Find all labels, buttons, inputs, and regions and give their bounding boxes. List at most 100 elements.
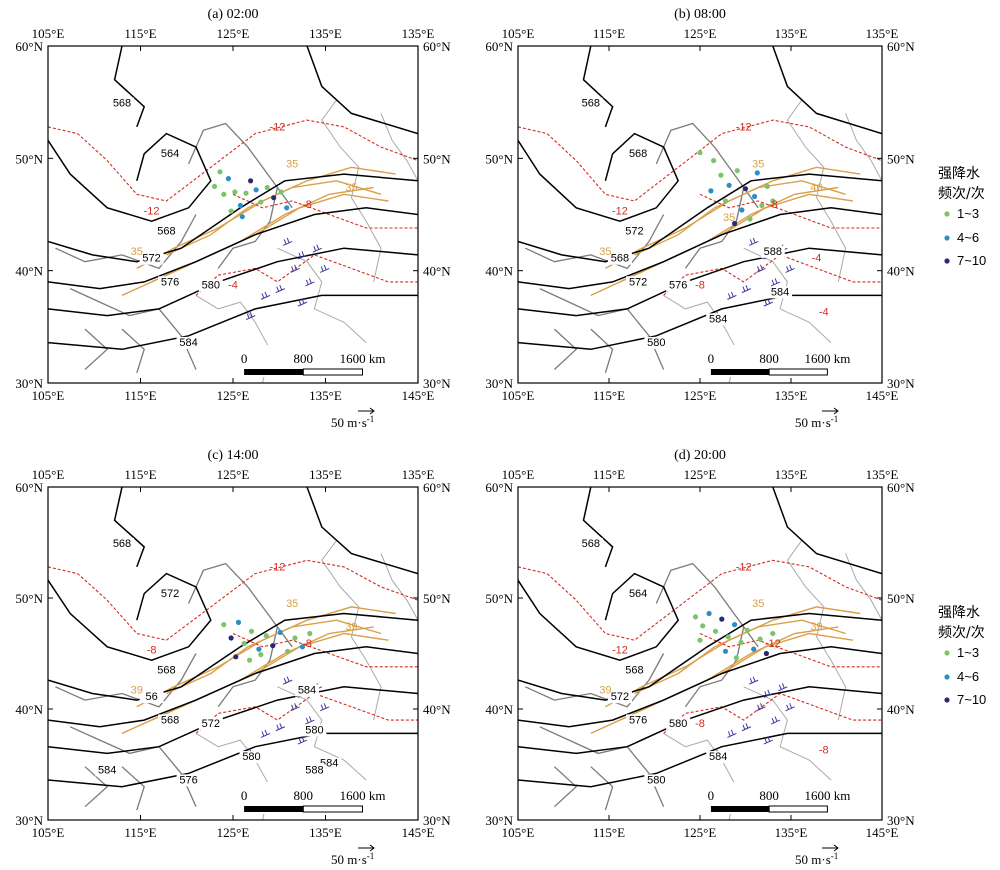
height-contour-label: 576	[179, 774, 197, 786]
lat-tick-left: 30°N	[15, 376, 43, 391]
precip-dot	[722, 648, 729, 654]
height-contour-label: 572	[202, 718, 220, 730]
precip-dot	[725, 634, 731, 640]
province-border	[590, 766, 614, 811]
wind-barb	[290, 703, 300, 712]
precip-dot	[232, 189, 238, 195]
lat-tick-right: 40°N	[887, 264, 915, 279]
legend-dot-1-3	[944, 211, 950, 217]
temperature-contour-label: -4	[812, 253, 822, 265]
scale-bar-black	[710, 806, 770, 812]
scale-label: 0	[241, 351, 248, 366]
precip-dot	[299, 644, 305, 650]
wind-reference-arrow	[358, 407, 375, 415]
lat-tick-right: 60°N	[423, 39, 451, 54]
temperature-contour-label: -12	[612, 206, 628, 218]
lon-tick-bottom: 135°E	[775, 825, 808, 840]
lon-tick-bottom: 135°E	[309, 825, 342, 840]
lon-tick-bottom: 105°E	[502, 825, 535, 840]
legend-title-line1: 强降水	[938, 166, 980, 182]
height-contour	[48, 207, 418, 290]
lon-tick-top: 105°E	[32, 26, 65, 41]
height-contour-label: 588	[764, 246, 782, 258]
precip-dot	[285, 648, 291, 654]
wind-barb	[763, 298, 774, 307]
temperature-contour-label: -12	[269, 121, 285, 133]
height-label-bg	[158, 714, 183, 727]
lon-tick-top: 115°E	[593, 26, 625, 41]
scale-bar-white	[768, 805, 828, 813]
legend-title-line2: 频次/次	[938, 186, 985, 202]
wind-barb	[741, 284, 752, 294]
precip-dot	[258, 652, 264, 658]
height-contour-label: 584	[179, 337, 197, 349]
height-label-bg	[644, 774, 669, 787]
province-border	[121, 766, 145, 811]
height-contour	[306, 46, 418, 135]
lat-tick-left: 30°N	[485, 813, 513, 828]
temperature-contour-label: -8	[147, 645, 157, 657]
scale-bar-white	[302, 805, 363, 813]
height-label-bg	[666, 717, 691, 730]
legend-title-line2: 频次/次	[938, 625, 985, 641]
height-contour	[772, 487, 882, 575]
height-label-bg	[239, 751, 264, 764]
province-border	[121, 328, 145, 374]
lon-tick-bottom: 105°E	[32, 825, 65, 840]
lon-tick-bottom: 125°E	[684, 825, 717, 840]
temperature-contour	[699, 193, 882, 229]
height-label-bg	[302, 724, 327, 737]
province-border	[590, 328, 614, 374]
precip-dot	[270, 643, 276, 649]
precip-dot	[248, 628, 255, 634]
wind-reference-arrow	[822, 844, 839, 852]
height-contour-label: 568	[629, 148, 647, 160]
lat-tick-left: 50°N	[485, 151, 513, 166]
precip-dot	[719, 616, 725, 622]
precip-dot	[284, 205, 290, 211]
height-contour	[48, 132, 212, 222]
scale-label: 0	[241, 788, 248, 803]
precip-dot	[726, 182, 732, 188]
legend-label-4-6: 4~6	[957, 669, 979, 684]
height-label-bg	[607, 691, 632, 704]
lon-tick-bottom: 145°E	[402, 825, 435, 840]
temperature-contour-label: -12	[736, 121, 752, 133]
wind-barb	[727, 729, 737, 738]
legend-dot-4-6	[944, 674, 950, 680]
lat-tick-right: 60°N	[423, 480, 451, 495]
precip-dot	[708, 188, 714, 194]
lon-tick-top: 135°E	[309, 467, 342, 482]
wind-barb	[297, 736, 308, 745]
scale-bar-black	[710, 369, 770, 375]
province-border	[84, 328, 109, 370]
precip-dot	[733, 655, 740, 661]
jet-speed-label: 35	[131, 246, 143, 258]
temperature-contour-label: -8	[302, 199, 312, 211]
precip-dot	[706, 610, 712, 617]
jet-speed-label: 39	[345, 621, 357, 633]
precip-dot	[237, 202, 243, 209]
precip-dot	[256, 646, 262, 652]
height-label-bg	[706, 313, 731, 326]
jet-streamline	[166, 180, 382, 256]
precip-dot	[742, 186, 749, 192]
height-contour	[48, 646, 418, 728]
height-contour	[518, 173, 882, 263]
scale-label: 1600 km	[804, 351, 850, 366]
height-contour	[113, 487, 146, 568]
height-label-bg	[176, 774, 201, 787]
jet-speed-label: 39	[131, 684, 143, 696]
jet-speed-label: 39	[810, 621, 822, 633]
wind-barb	[785, 703, 795, 712]
lon-tick-top: 135°E	[402, 26, 435, 41]
lat-tick-left: 50°N	[15, 151, 43, 166]
scale-label: 0	[708, 788, 715, 803]
precip-dot	[247, 657, 253, 663]
precip-dot	[764, 183, 770, 189]
temperature-contour	[232, 193, 418, 229]
precip-dot	[278, 189, 284, 195]
panel-title: (a) 02:00	[208, 7, 259, 22]
